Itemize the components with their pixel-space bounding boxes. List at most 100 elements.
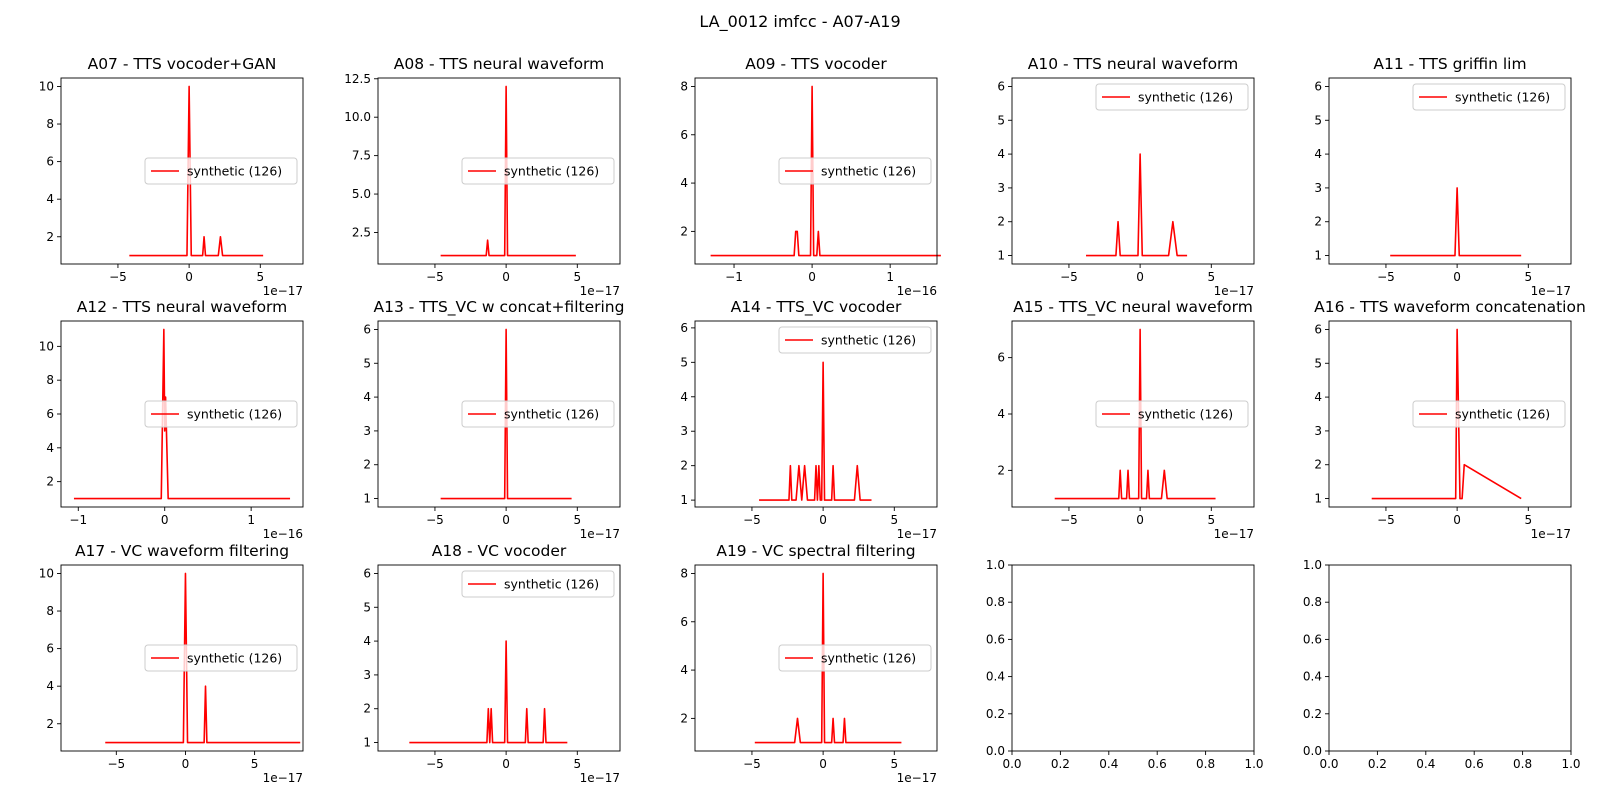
axes-frame [694,77,938,265]
y-tick-label: 0.0 [986,744,1005,758]
x-offset-label: 1e−17 [897,527,937,541]
y-tick-label: 0.6 [1303,632,1322,646]
y-tick-label: 2.5 [352,225,371,239]
x-tick-label: 5 [1524,513,1532,527]
axes-frame [60,564,304,752]
x-offset-label: 1e−16 [897,284,937,298]
legend-box [461,570,615,598]
subplot-title: A07 - TTS vocoder+GAN [88,55,277,73]
subplot-title: A16 - TTS waveform concatenation [1314,298,1586,316]
x-tick-label: 5 [1207,513,1215,527]
x-tick-label: −5 [743,757,761,771]
subplot-10: −5 0 5 1 2 3 4 5 6 1e−17 A16 - TTS waveform concat… [1314,298,1586,541]
x-tick-label: 5 [256,270,264,284]
subplot-title: A10 - TTS neural waveform [1028,55,1239,73]
subplot-6: −1 0 1 2 4 6 8 10 1e−16 A12 - TTS neural waveform… [39,298,304,541]
legend-label: synthetic (126) [504,407,599,422]
legend-label: synthetic (126) [504,164,599,179]
x-tick-label: 0.6 [1465,757,1484,771]
axes-frame [1011,564,1255,752]
x-tick-label: −5 [426,513,444,527]
y-tick-label: 4 [46,192,54,206]
y-tick-label: 10 [39,339,54,353]
legend: synthetic (126) [461,570,615,598]
x-tick-label: 0 [185,270,193,284]
y-tick-label: 8 [46,373,54,387]
x-tick-label: −5 [1377,513,1395,527]
y-tick-label: 12.5 [344,72,371,86]
x-tick-label: 0 [808,270,816,284]
x-tick-label: 0.8 [1513,757,1532,771]
legend-box [1095,400,1249,428]
subplot-title: A09 - TTS vocoder [745,55,887,73]
y-tick-label: 1 [997,249,1005,263]
y-tick-label: 1.0 [1303,558,1322,572]
y-tick-label: 2 [1314,458,1322,472]
legend-box [778,644,932,672]
y-tick-label: 1 [1314,492,1322,506]
x-offset-label: 1e−17 [1531,527,1571,541]
y-tick-label: 5 [363,356,371,370]
y-tick-label: 4 [363,634,371,648]
axes-frame [694,320,938,508]
x-offset-label: 1e−17 [1531,284,1571,298]
y-tick-label: 6 [997,79,1005,93]
x-tick-label: 0 [1136,270,1144,284]
x-tick-label: 0 [502,270,510,284]
subplot-4: −5 0 5 1 2 3 4 5 6 1e−17 A10 - TTS neural waveform… [997,55,1255,298]
legend: synthetic (126) [1095,400,1249,428]
legend-label: synthetic (126) [821,651,916,666]
y-tick-label: 2 [1314,215,1322,229]
x-offset-label: 1e−16 [263,527,303,541]
x-tick-label: 5 [573,757,581,771]
legend: synthetic (126) [1412,83,1566,111]
subplot-title: A14 - TTS_VC vocoder [731,298,902,317]
y-tick-label: 0.8 [1303,595,1322,609]
x-tick-label: 0.0 [1002,757,1021,771]
y-tick-label: 4 [1314,390,1322,404]
x-tick-label: 0.2 [1368,757,1387,771]
x-offset-label: 1e−17 [1214,527,1254,541]
series-line-1 [73,328,291,500]
x-tick-label: 0 [1453,513,1461,527]
x-tick-label: 5 [1207,270,1215,284]
x-offset-label: 1e−17 [1214,284,1254,298]
legend: synthetic (126) [144,157,298,185]
x-tick-label: 0 [1136,513,1144,527]
y-tick-label: 4 [46,441,54,455]
y-tick-label: 2 [997,215,1005,229]
x-tick-label: −1 [69,513,87,527]
y-tick-label: 10 [39,566,54,580]
y-tick-label: 6 [680,128,688,142]
x-offset-label: 1e−17 [897,771,937,785]
series-line-1 [1371,328,1522,500]
legend-box [1412,83,1566,111]
legend: synthetic (126) [778,326,932,354]
y-tick-label: 5.0 [352,187,371,201]
series-line-1 [1390,187,1522,257]
x-tick-label: 0.6 [1148,757,1167,771]
series-line-1 [1086,153,1188,257]
subplot-title: A12 - TTS neural waveform [77,298,288,316]
x-tick-label: 5 [1524,270,1532,284]
y-tick-label: 5 [363,600,371,614]
x-tick-label: 5 [573,270,581,284]
y-tick-label: 5 [1314,356,1322,370]
y-tick-label: 2 [997,463,1005,477]
y-tick-label: 2 [46,230,54,244]
y-tick-label: 3 [680,424,688,438]
legend-label: synthetic (126) [1138,407,1233,422]
legend-label: synthetic (126) [821,333,916,348]
legend-box [1095,83,1249,111]
x-tick-label: 0.4 [1416,757,1435,771]
y-tick-label: 3 [1314,181,1322,195]
x-offset-label: 1e−17 [580,527,620,541]
legend: synthetic (126) [461,400,615,428]
legend-box [144,400,298,428]
series-line-1 [409,640,568,744]
x-tick-label: 0.2 [1051,757,1070,771]
y-tick-label: 4 [997,407,1005,421]
axes-frame [694,564,938,752]
y-tick-label: 1.0 [986,558,1005,572]
x-tick-label: 1 [886,270,894,284]
